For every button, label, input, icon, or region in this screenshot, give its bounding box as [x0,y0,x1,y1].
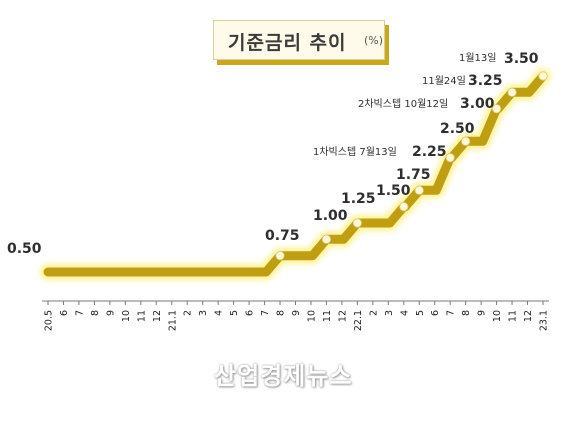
x-tick-label: 20.5 [44,310,55,331]
data-label: 3.25 [468,73,503,89]
x-tick-label: 8 [461,310,472,316]
data-point-marker [414,185,424,195]
data-point-marker [445,153,455,163]
x-tick-label: 6 [245,310,256,316]
annotation-label: 2차빅스텝 10월12일 [358,98,448,110]
x-tick-label: 3 [384,310,395,316]
x-tick-label: 2 [183,310,194,316]
data-point-marker [399,202,409,212]
x-tick-label: 4 [399,310,410,316]
data-label: 0.50 [7,241,42,257]
data-point-marker [507,87,517,97]
chart-title: 기준금리 추이 [228,32,347,54]
x-tick-label: 6 [430,310,441,316]
x-tick-label: 22.1 [353,310,364,331]
data-point-marker [352,218,362,228]
x-tick-label: 9 [105,310,116,316]
x-tick-label: 21.1 [167,310,178,331]
data-label: 1.50 [376,183,411,199]
data-label: 3.50 [504,51,539,67]
data-label: 2.25 [412,144,447,160]
chart-unit: (%) [364,34,384,47]
data-point-marker [538,71,548,81]
data-label: 3.00 [460,96,495,112]
x-tick-label: 10 [492,310,503,322]
data-point-marker [461,136,471,146]
data-label: 1.00 [313,208,348,224]
data-point-marker [321,234,332,244]
x-tick-label: 23.1 [539,310,550,331]
x-tick-label: 5 [415,310,426,316]
x-tick-label: 10 [307,310,318,322]
x-tick-label: 7 [260,310,271,316]
x-tick-label: 7 [74,310,85,316]
x-tick-label: 12 [152,310,163,322]
x-tick-label: 9 [291,310,302,316]
x-tick-label: 10 [121,310,132,322]
x-tick-label: 8 [276,310,287,316]
x-tick-label: 9 [477,310,488,316]
x-tick-label: 5 [229,310,240,316]
data-label: 1.25 [341,191,376,207]
series-line [43,71,548,277]
x-tick-label: 6 [59,310,70,316]
x-tick-label: 11 [136,310,147,322]
x-tick-label: 12 [337,310,348,322]
data-label: 0.75 [265,228,300,244]
x-tick-label: 11 [508,310,519,322]
x-tick-label: 12 [523,310,534,322]
x-tick-label: 4 [214,310,225,316]
x-tick-label: 3 [198,310,209,316]
data-point-marker [491,104,502,114]
x-tick-label: 8 [90,310,101,316]
annotation-label: 11월24일 [422,75,466,87]
annotation-label: 1월13일 [459,52,497,64]
annotation-label: 1차빅스텝 7월13일 [313,146,397,158]
x-tick-label: 7 [446,310,457,316]
x-tick-label: 2 [368,310,379,316]
chart-title-box: 기준금리 추이 (%) [213,20,385,60]
x-tick-label: 11 [322,310,333,322]
data-point-marker [275,251,285,261]
watermark: 산업경제뉴스 [214,362,353,390]
data-label: 2.50 [440,121,475,137]
data-label: 1.75 [396,167,431,183]
